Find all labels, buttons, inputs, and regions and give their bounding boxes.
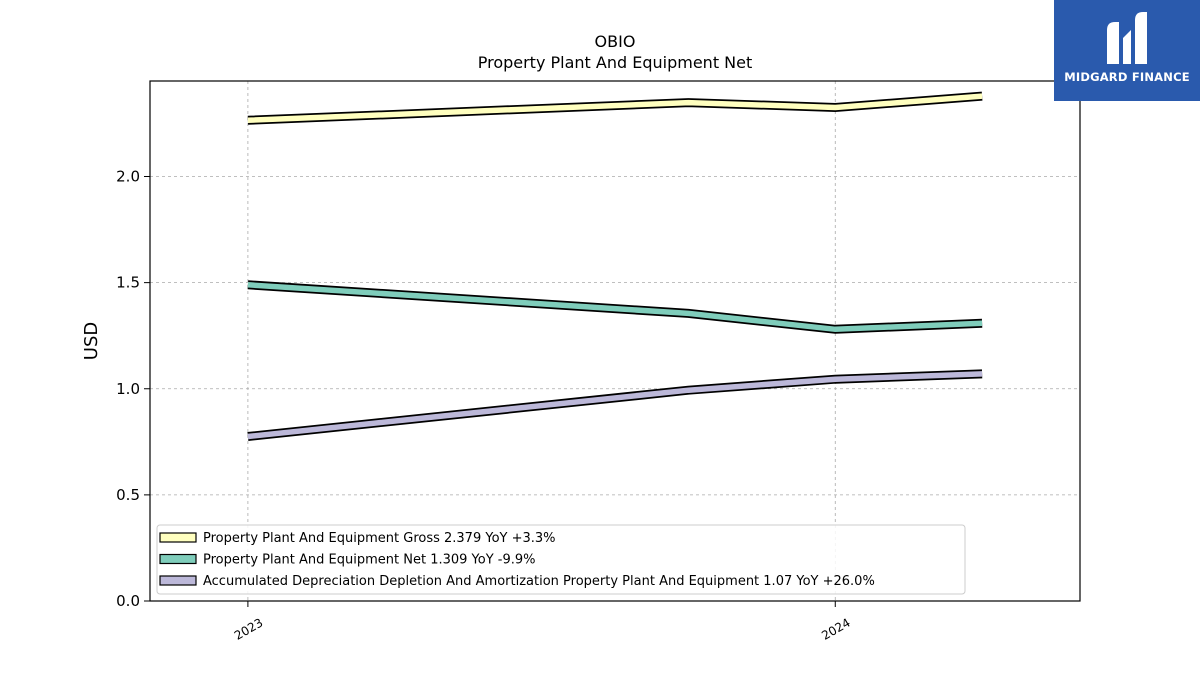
y-tick-label: 0.0 — [116, 592, 140, 610]
plot-frame — [149, 80, 1081, 602]
grid — [150, 81, 1080, 602]
x-tick-label: 2023 — [232, 615, 265, 642]
legend-swatch — [159, 575, 197, 586]
x-tick-label: 2024 — [819, 615, 852, 642]
chart-subtitle: Property Plant And Equipment Net — [478, 53, 753, 72]
series-line — [247, 93, 983, 124]
series-line — [247, 282, 983, 333]
series-line — [247, 371, 983, 440]
y-axis-label: USD — [81, 322, 102, 360]
y-tick-label: 1.5 — [116, 274, 140, 292]
series-lines — [247, 91, 983, 441]
chart-title: OBIO — [595, 32, 636, 51]
legend-swatch — [159, 553, 197, 565]
legend-label: Property Plant And Equipment Gross 2.379… — [203, 531, 556, 546]
y-axis: 0.0 0.5 1.0 1.5 2.0 — [116, 168, 150, 610]
midgard-logo-icon — [1107, 12, 1147, 64]
y-tick-label: 1.0 — [116, 380, 140, 398]
legend-swatch — [159, 532, 197, 543]
y-tick-label: 0.5 — [116, 486, 140, 504]
legend-box — [156, 524, 966, 595]
x-axis: 2023 2024 — [232, 601, 853, 643]
legend: Property Plant And Equipment Gross 2.379… — [156, 524, 966, 595]
legend-label: Accumulated Depreciation Depletion And A… — [203, 574, 875, 589]
legend-label: Property Plant And Equipment Net 1.309 Y… — [203, 553, 536, 568]
y-tick-label: 2.0 — [116, 168, 140, 186]
logo-text: MIDGARD FINANCE — [1064, 70, 1190, 84]
midgard-finance-logo: MIDGARD FINANCE — [1054, 0, 1200, 101]
